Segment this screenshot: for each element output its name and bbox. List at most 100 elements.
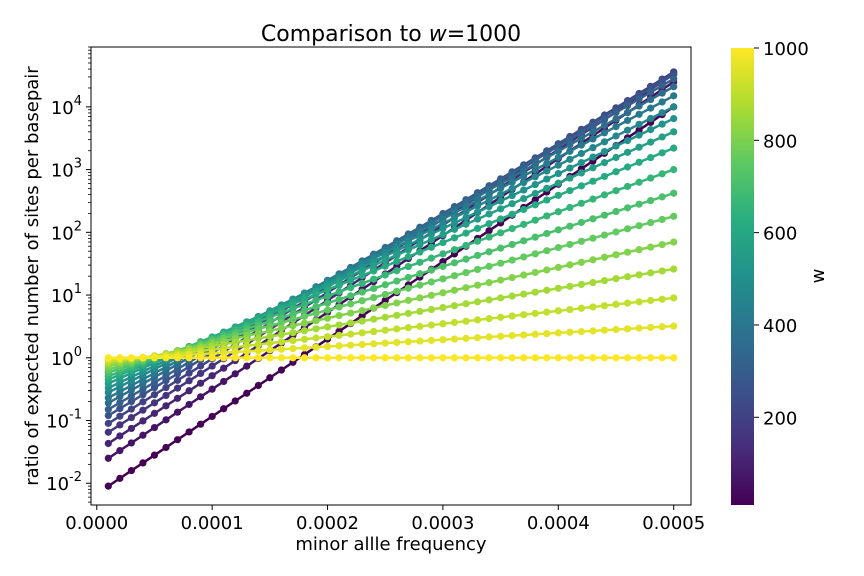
colorbar-tick-label: 1000 (763, 39, 809, 60)
data-point (508, 210, 516, 218)
data-point (658, 323, 666, 331)
data-point (485, 262, 493, 270)
data-point (497, 190, 505, 198)
data-point (485, 248, 493, 256)
data-point (497, 276, 505, 284)
data-point (508, 256, 516, 264)
data-point (462, 220, 470, 228)
data-point (243, 354, 251, 362)
data-point (600, 115, 609, 123)
data-point (600, 354, 609, 362)
data-point (566, 261, 574, 269)
data-point (543, 160, 551, 168)
data-point (393, 257, 401, 266)
data-point (600, 231, 609, 239)
y-tick-label: 101 (51, 282, 82, 307)
data-point (162, 377, 170, 385)
data-point (566, 240, 574, 249)
data-point (589, 135, 597, 143)
data-point (335, 303, 343, 311)
data-point (531, 233, 539, 241)
data-point (104, 482, 112, 490)
data-point (497, 244, 505, 252)
data-point (600, 253, 609, 261)
series-w-10 (104, 103, 678, 490)
data-point (323, 292, 332, 300)
data-point (312, 334, 320, 342)
data-point (670, 103, 678, 111)
data-point (635, 246, 643, 254)
data-point (670, 83, 678, 91)
data-point (300, 319, 309, 327)
data-point (450, 225, 459, 233)
data-point (600, 172, 609, 181)
data-point (589, 256, 597, 264)
data-point (543, 229, 551, 238)
data-point (416, 354, 424, 362)
data-point (358, 266, 366, 275)
data-point (393, 338, 401, 347)
data-point (670, 189, 678, 197)
data-point (635, 354, 643, 362)
data-point (450, 272, 459, 280)
data-point (612, 153, 620, 162)
data-point (577, 141, 585, 149)
data-point (612, 228, 620, 236)
data-point (566, 305, 574, 314)
data-point (612, 132, 620, 140)
data-point (670, 144, 678, 152)
data-point (554, 284, 562, 292)
data-point (531, 173, 539, 181)
data-point (554, 179, 562, 187)
data-point (358, 312, 366, 320)
data-point (277, 331, 285, 339)
data-point (173, 436, 182, 444)
data-point (139, 354, 147, 362)
data-point (462, 203, 470, 211)
data-point (370, 327, 378, 336)
data-point (497, 294, 505, 302)
data-point (473, 208, 482, 216)
data-point (381, 339, 389, 347)
data-point (623, 325, 632, 333)
data-point (577, 134, 585, 142)
data-point (600, 138, 609, 146)
data-point (658, 354, 666, 362)
data-point (520, 220, 528, 228)
data-point (543, 329, 551, 338)
data-point (439, 238, 447, 247)
data-point (312, 309, 320, 317)
data-point (381, 354, 389, 362)
data-point (554, 307, 562, 315)
data-point (566, 328, 574, 336)
data-point (577, 237, 585, 245)
colorbar-tick-label: 800 (763, 131, 797, 152)
x-axis-label: minor allle frequency (295, 534, 487, 555)
data-point (427, 354, 435, 362)
data-point (416, 235, 424, 244)
data-point (462, 213, 470, 222)
data-point (566, 141, 574, 149)
data-point (381, 296, 389, 304)
data-point (197, 354, 205, 362)
data-point (647, 354, 655, 362)
y-axis: 10-2 10-1 100 101 102 103 104 (46, 46, 91, 503)
data-point (104, 454, 112, 462)
data-point (462, 317, 470, 325)
data-point (589, 153, 597, 161)
data-point (289, 315, 297, 324)
data-point (439, 230, 447, 239)
data-point (635, 102, 643, 110)
data-point (277, 366, 285, 374)
data-point (427, 305, 435, 314)
data-point (393, 311, 401, 319)
data-point (635, 178, 643, 186)
data-point (162, 391, 170, 400)
data-point (347, 292, 355, 300)
data-point (312, 290, 320, 299)
data-point (358, 288, 366, 296)
data-point (577, 327, 585, 336)
data-point (554, 161, 562, 169)
data-point (208, 385, 216, 393)
